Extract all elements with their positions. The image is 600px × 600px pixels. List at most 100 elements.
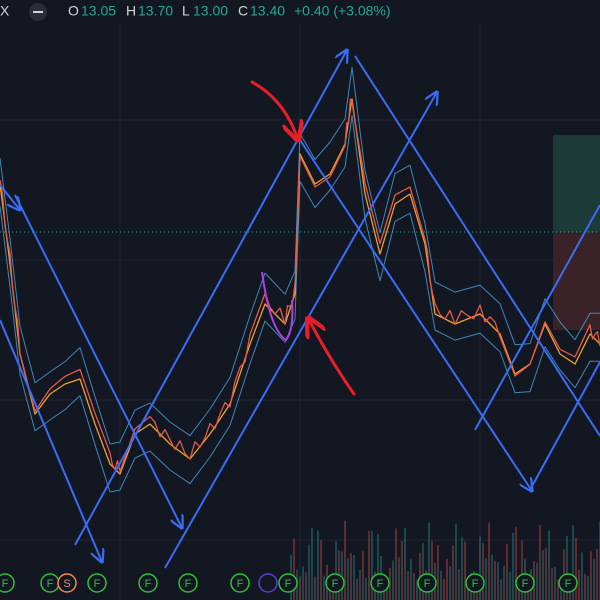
volume-bar	[356, 578, 358, 600]
volume-bar	[488, 522, 490, 600]
volume-bar	[575, 537, 577, 600]
volume-bar	[464, 541, 466, 600]
volume-bar	[299, 576, 301, 600]
volume-bar	[359, 569, 361, 600]
volume-bar	[314, 576, 316, 600]
open-label: O	[68, 3, 79, 19]
event-marker-label: F	[94, 578, 101, 590]
event-marker[interactable]	[57, 573, 77, 593]
volume-bar	[437, 545, 439, 600]
volume-bar	[293, 538, 295, 600]
volume-bar	[371, 530, 373, 600]
band-lower	[0, 114, 600, 493]
open-value: 13.05	[81, 3, 116, 19]
volume-bar	[431, 540, 433, 600]
volume-bar	[446, 558, 448, 600]
event-marker[interactable]	[515, 573, 535, 593]
volume-bar	[590, 551, 592, 600]
volume-bar	[554, 566, 556, 600]
volume-bar	[494, 560, 496, 600]
event-marker[interactable]	[325, 573, 345, 593]
annotation-arrows	[250, 80, 356, 396]
event-marker[interactable]	[465, 573, 485, 593]
event-marker-label: F	[145, 578, 152, 590]
volume-bar	[305, 572, 307, 600]
volume-bar	[500, 579, 502, 600]
highlight-curve	[261, 271, 294, 341]
event-marker-label: F	[237, 578, 244, 590]
volume-bar	[458, 568, 460, 600]
event-marker-label: F	[285, 578, 292, 590]
volume-bar	[572, 525, 574, 600]
volume-bar	[548, 530, 550, 600]
volume-bar	[416, 579, 418, 600]
volume-bar	[323, 575, 325, 600]
volume-bar	[404, 527, 406, 600]
volume-bar	[566, 535, 568, 600]
volume-bar	[521, 540, 523, 600]
volume-bar	[509, 571, 511, 600]
grid	[0, 25, 600, 600]
volume-bar	[482, 542, 484, 600]
volume-bar	[410, 559, 412, 600]
event-marker-label: S	[63, 578, 70, 590]
event-marker[interactable]	[178, 573, 198, 593]
high-value: 13.70	[138, 3, 173, 19]
low-label: L	[182, 3, 190, 19]
volume-bar	[578, 569, 580, 600]
volume-bar	[497, 561, 499, 600]
volume-bar	[401, 540, 403, 600]
event-marker[interactable]	[138, 573, 158, 593]
volume-bar	[311, 528, 313, 600]
volume-bar	[320, 540, 322, 600]
volume-bar	[407, 571, 409, 600]
event-marker[interactable]	[370, 573, 390, 593]
low-value: 13.00	[193, 3, 228, 19]
volume-bar	[506, 543, 508, 600]
event-marker-label: F	[185, 578, 192, 590]
volume-bar	[491, 554, 493, 600]
close-label: C	[238, 3, 248, 19]
event-marker-label: F	[522, 578, 529, 590]
volume-bar	[389, 567, 391, 600]
event-marker-label: F	[2, 578, 9, 590]
volume-bar	[317, 530, 319, 600]
volume-bar	[539, 524, 541, 600]
header-bar	[0, 0, 600, 25]
volume-bar	[413, 573, 415, 600]
event-marker-blank[interactable]	[258, 573, 278, 593]
high-label: H	[126, 3, 136, 19]
event-marker-label: F	[565, 578, 572, 590]
volume-bar	[545, 547, 547, 600]
event-marker-label: F	[424, 578, 431, 590]
volume-bar	[347, 558, 349, 600]
volume-bar	[395, 528, 397, 600]
volume-bar	[587, 575, 589, 600]
volume-bar	[452, 545, 454, 600]
event-marker[interactable]	[87, 573, 107, 593]
event-marker-label: F	[47, 578, 54, 590]
volume-bar	[581, 552, 583, 600]
volume-bar	[536, 562, 538, 600]
moving-average	[0, 98, 600, 475]
event-marker[interactable]	[558, 573, 578, 593]
volume-bar	[455, 523, 457, 600]
event-marker[interactable]	[278, 573, 298, 593]
volume-bar	[443, 578, 445, 600]
event-marker[interactable]	[417, 573, 437, 593]
volume-bar	[392, 560, 394, 600]
event-marker[interactable]	[230, 573, 250, 593]
volume-bar	[596, 548, 598, 600]
volume-bar	[593, 558, 595, 600]
event-marker-label: F	[472, 578, 479, 590]
profit-zone	[553, 135, 600, 232]
volume-bar	[440, 570, 442, 600]
volume-bar	[557, 579, 559, 600]
volume-bar	[377, 533, 379, 600]
volume-bar	[428, 522, 430, 600]
symbol: X	[0, 3, 10, 19]
event-marker[interactable]	[0, 573, 15, 593]
